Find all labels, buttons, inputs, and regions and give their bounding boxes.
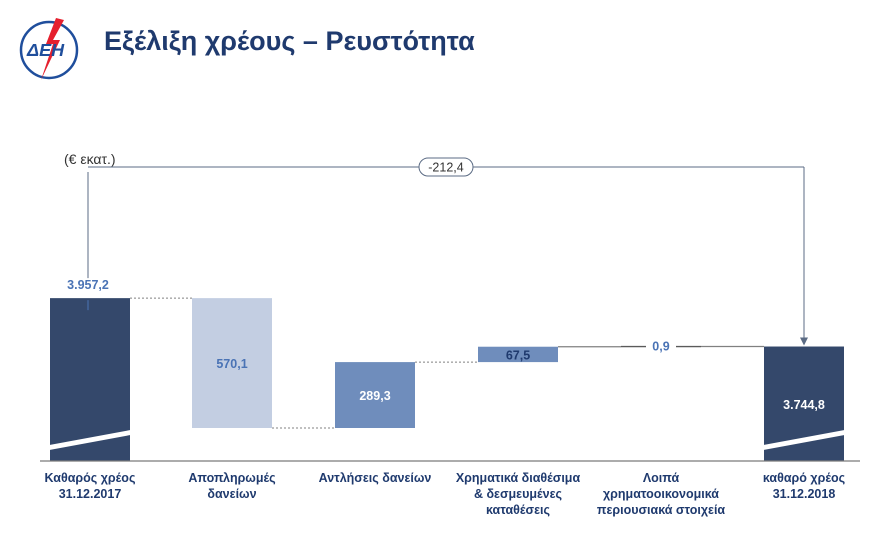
axis-break-mark xyxy=(44,429,136,451)
category-label-line: καθαρό χρέος xyxy=(762,471,846,485)
category-label: καθαρό χρέος 31.12.2018 xyxy=(719,470,888,502)
category-label-line: περιουσιακά στοιχεία xyxy=(596,503,726,517)
category-label-line: καταθέσεις xyxy=(485,503,550,517)
category-label-line: & δεσμευμένες xyxy=(473,487,563,501)
category-label-line: 31.12.2017 xyxy=(58,487,122,501)
value-label-backdrop xyxy=(646,338,676,355)
logo: ΔΕΗ xyxy=(16,14,86,84)
category-label-line: Λοιπά xyxy=(642,471,680,485)
category-label-line: Χρηματικά διαθέσιμα xyxy=(455,471,581,485)
category-label-line: Αποπληρωμές xyxy=(188,471,276,485)
axis-break-mark xyxy=(758,429,850,451)
category-label: Καθαρός χρέος 31.12.2017 xyxy=(5,470,175,502)
dei-logo-icon: ΔΕΗ xyxy=(19,18,79,80)
value-label: 67,5 xyxy=(506,348,530,362)
value-label: 3.957,2 xyxy=(67,278,109,292)
category-label: Αντλήσεις δανείων xyxy=(290,470,460,486)
category-label-line: δανείων xyxy=(207,487,257,501)
bar-increase xyxy=(478,346,558,363)
value-label: 289,3 xyxy=(359,389,390,403)
bar-increase xyxy=(335,362,415,428)
svg-text:ΔΕΗ: ΔΕΗ xyxy=(26,40,65,60)
change-badge xyxy=(418,157,474,177)
change-label: -212,4 xyxy=(428,161,463,175)
value-label: 3.744,8 xyxy=(783,398,825,412)
category-label-line: χρηματοοικονομικά xyxy=(602,487,719,501)
unit-label: (€ εκατ.) xyxy=(64,151,116,167)
category-label: Χρηματικά διαθέσιμα & δεσμευμένες καταθέσε… xyxy=(433,470,603,518)
category-label-line: Αντλήσεις δανείων xyxy=(318,471,432,485)
page-title: Εξέλιξη χρέους – Ρευστότητα xyxy=(104,26,475,56)
category-label: Αποπληρωμές δανείων xyxy=(147,470,317,502)
category-label-line: Καθαρός χρέος xyxy=(44,471,136,485)
value-label: 570,1 xyxy=(216,357,247,371)
value-label: 0,9 xyxy=(652,340,669,354)
category-label: Λοιπά χρηματοοικονομικά περιουσιακά στοιχε… xyxy=(576,470,746,518)
change-arrow-head xyxy=(800,337,808,346)
bar-decrease xyxy=(192,298,272,428)
category-label-line: 31.12.2018 xyxy=(772,487,836,501)
